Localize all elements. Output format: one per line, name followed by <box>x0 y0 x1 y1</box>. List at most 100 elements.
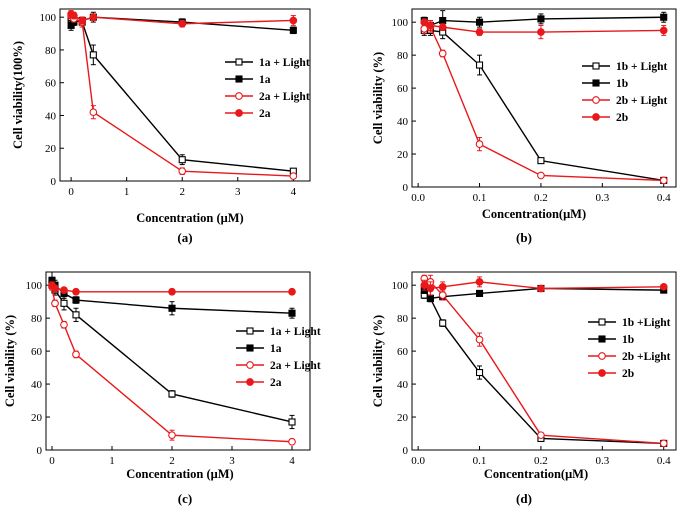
y-axis-label: Cell viability (%) <box>3 315 17 407</box>
data-point <box>72 311 80 319</box>
y-tick-label: 100 <box>26 280 43 292</box>
data-point <box>70 11 78 20</box>
data-point <box>288 287 296 296</box>
legend: 1a + Light 1a 2a + Light 2a <box>236 326 321 389</box>
panel-label: (c) <box>178 491 192 506</box>
x-tick-label: 0.0 <box>411 455 425 467</box>
x-tick-label: 0.3 <box>595 455 609 467</box>
data-point <box>289 172 298 180</box>
chart-panel-1: 0.0 0.1 0.2 0.3 0.4 0 20 40 60 80 100 Concentration… <box>371 8 677 245</box>
x-tick-label: 0 <box>68 186 74 198</box>
legend-label: 2b + Light <box>616 95 667 107</box>
data-point <box>426 21 435 30</box>
y-tick-label: 0 <box>403 182 409 194</box>
plot-frame <box>45 271 311 451</box>
legend-marker <box>246 361 254 369</box>
series-1 <box>420 10 668 31</box>
legend-marker <box>592 62 600 70</box>
series-3 <box>420 18 668 40</box>
data-point <box>168 390 176 398</box>
y-tick-label: 60 <box>397 83 409 95</box>
x-tick-label: 2 <box>179 186 185 198</box>
x-axis-label: Concentration (μM) <box>136 211 243 225</box>
legend-marker <box>246 327 254 335</box>
data-point <box>475 28 484 36</box>
data-point <box>178 156 186 164</box>
data-point <box>537 431 545 440</box>
legend-label: 2a <box>259 108 271 120</box>
y-tick-label: 60 <box>31 346 43 358</box>
data-point <box>475 289 484 297</box>
data-point <box>420 281 429 290</box>
y-tick-label: 0 <box>37 445 43 457</box>
y-tick-label: 40 <box>31 379 43 391</box>
data-point <box>168 431 176 440</box>
data-point <box>89 108 98 117</box>
x-tick-label: 3 <box>235 186 241 198</box>
panel-label: (d) <box>516 491 532 506</box>
data-point <box>289 16 298 25</box>
legend-marker <box>598 352 606 360</box>
data-point <box>659 26 668 35</box>
data-point <box>475 368 484 377</box>
y-tick-label: 0 <box>403 445 409 457</box>
y-tick-label: 40 <box>397 379 409 391</box>
data-point <box>72 296 80 304</box>
data-point <box>439 319 447 327</box>
legend-marker <box>235 109 243 117</box>
x-tick-label: 1 <box>124 186 130 198</box>
data-point <box>426 294 434 302</box>
data-point <box>438 291 447 299</box>
legend-marker <box>598 335 606 343</box>
legend-marker <box>598 318 606 326</box>
y-axis-label: Cell viability (%) <box>371 315 385 407</box>
data-point <box>288 437 296 446</box>
legend-label: 2b +Light <box>622 351 671 363</box>
chart-panel-3: 0.0 0.1 0.2 0.3 0.4 0 20 40 60 80 100 Concentration… <box>371 271 677 506</box>
y-tick-label: 100 <box>392 280 409 292</box>
plot-frame <box>411 8 677 188</box>
y-tick-label: 80 <box>397 313 409 325</box>
legend-marker <box>592 113 600 121</box>
series-3 <box>48 281 296 296</box>
data-point <box>60 299 68 307</box>
y-tick-label: 100 <box>392 17 409 29</box>
x-tick-label: 0 <box>49 455 55 467</box>
x-tick-label: 2 <box>169 455 175 467</box>
data-point <box>475 61 484 69</box>
legend-label: 1a + Light <box>259 57 310 69</box>
legend-marker <box>235 75 243 83</box>
y-tick-label: 80 <box>45 45 57 57</box>
data-point <box>288 418 296 426</box>
x-tick-label: 0.1 <box>473 192 487 204</box>
data-point <box>537 171 545 180</box>
legend-label: 2a <box>270 377 282 389</box>
data-point <box>438 49 447 58</box>
series-3 <box>67 10 298 28</box>
plot-frame <box>411 271 677 451</box>
legend-label: 2a + Light <box>270 360 321 372</box>
legend-marker <box>592 79 600 87</box>
data-point <box>537 157 545 165</box>
y-tick-label: 40 <box>45 110 57 122</box>
legend-marker <box>235 92 243 100</box>
x-tick-label: 3 <box>229 455 235 467</box>
data-point <box>537 284 545 293</box>
data-point <box>72 287 80 296</box>
data-point <box>475 278 484 286</box>
x-tick-label: 0.4 <box>657 455 671 467</box>
data-point <box>51 284 59 293</box>
x-tick-label: 0.3 <box>595 192 609 204</box>
panel-label: (b) <box>516 230 532 245</box>
legend-label: 1b + Light <box>616 61 667 73</box>
legend-label: 1a <box>270 343 282 355</box>
legend-label: 1b +Light <box>622 317 671 329</box>
x-tick-label: 1 <box>109 455 115 467</box>
data-point <box>426 284 435 293</box>
data-point <box>438 23 447 31</box>
legend-marker <box>235 58 243 66</box>
data-point <box>537 15 545 23</box>
legend-marker <box>592 96 600 104</box>
